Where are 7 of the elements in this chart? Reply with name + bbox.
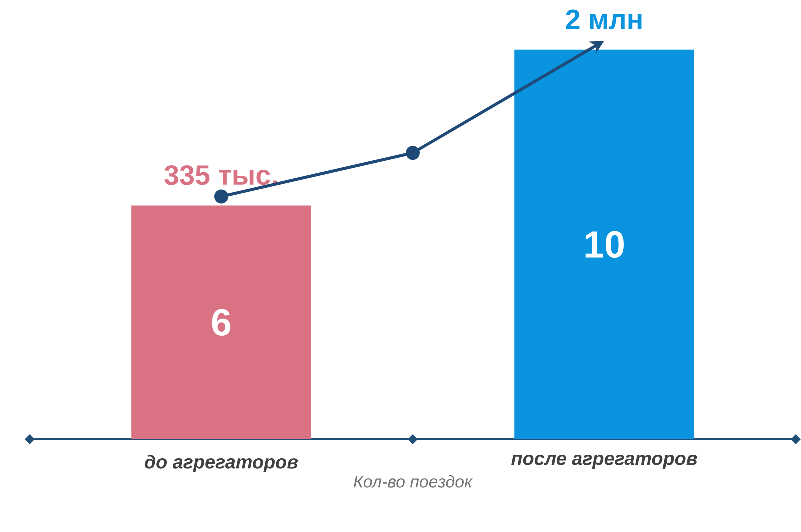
x-tick-label: после агрегаторов — [512, 454, 698, 469]
x-axis-title: Кол-во поездок — [354, 475, 474, 488]
annotation: 335 тыс. — [164, 165, 277, 186]
annotation: 2 млн — [566, 10, 642, 30]
x-tick-label: до агрегаторов — [144, 454, 298, 472]
data-label: 6 — [212, 309, 231, 336]
data-label: 10 — [586, 231, 624, 258]
